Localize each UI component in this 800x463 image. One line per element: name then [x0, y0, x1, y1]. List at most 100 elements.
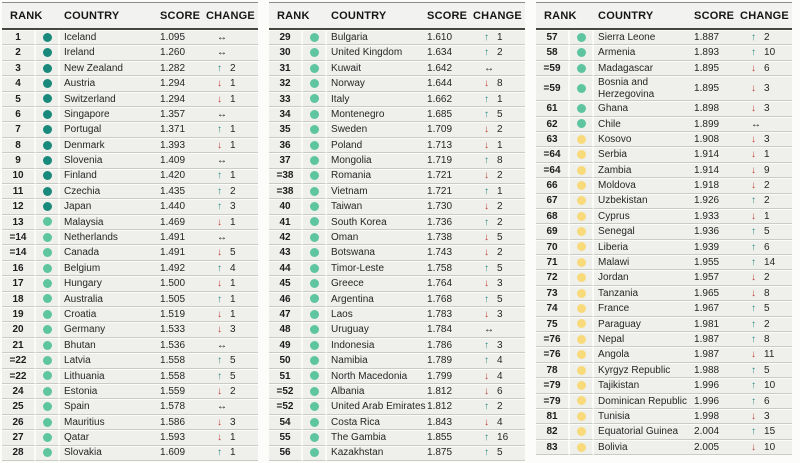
table-row: 18 Australia 1.505 ↑ 1 [2, 291, 259, 308]
change-value: 2 [497, 170, 503, 182]
change-value: 5 [230, 355, 236, 367]
change-value: 2 [764, 195, 770, 207]
score-cell: 1.855 [427, 430, 474, 446]
score-cell: 1.558 [160, 368, 207, 384]
change-value: 1 [230, 216, 236, 228]
score-cell: 1.918 [694, 178, 741, 194]
score-cell: 1.357 [160, 106, 207, 123]
table-row: 5 Switzerland 1.294 ↓ 1 [2, 91, 259, 107]
table-row: =52 United Arab Emirates 1.812 ↑ 2 [269, 399, 526, 415]
table-row: 75 Paraguay 1.981 ↑ 2 [536, 316, 793, 333]
score-cell: 1.409 [160, 153, 207, 169]
country-cell: Sierra Leone [594, 30, 695, 46]
table-row: 62 Chile 1.899 ↔ [536, 116, 793, 132]
change-header: CHANGE [473, 3, 526, 30]
change-arrow-icon: ↓ [751, 82, 757, 94]
change-value: 3 [764, 82, 770, 94]
rank-cell: 11 [2, 183, 36, 200]
change-value: 5 [764, 226, 770, 238]
country-cell: Greece [327, 276, 428, 292]
rank-cell: =76 [536, 347, 571, 363]
change-arrow-icon: ↓ [217, 247, 223, 259]
change-arrow-icon: ↑ [751, 303, 757, 315]
country-cell: Italy [327, 91, 428, 107]
rank-cell: 41 [269, 214, 304, 231]
change-arrow-icon: ↓ [751, 149, 757, 161]
rank-cell: 57 [536, 30, 571, 46]
score-cell: 1.875 [427, 445, 474, 461]
rankings-table-2: RANK COUNTRY SCORE CHANGE 29 Bulgaria 1.… [269, 2, 526, 461]
table-row: 54 Costa Rica 1.843 ↓ 4 [269, 414, 526, 431]
rank-cell: 42 [269, 230, 304, 246]
change-arrow-icon: ↑ [484, 216, 490, 228]
peace-band-dot-icon [42, 125, 52, 135]
change-arrow-icon: ↔ [484, 324, 495, 336]
change-value: 5 [764, 364, 770, 376]
score-cell: 1.559 [160, 383, 207, 400]
score-cell: 1.095 [160, 30, 207, 46]
peace-band-dot-icon [42, 48, 52, 58]
country-cell: Cyprus [594, 208, 695, 225]
country-cell: Finland [60, 168, 161, 184]
change-arrow-icon: ↑ [751, 226, 757, 238]
change-arrow-icon: ↔ [217, 31, 228, 43]
country-cell: Montenegro [327, 106, 428, 123]
peace-band-dot-icon [42, 371, 52, 381]
table-row: =38 Vietnam 1.721 ↑ 1 [269, 183, 526, 200]
rank-cell: 78 [536, 362, 571, 379]
country-cell: Norway [327, 76, 428, 92]
table-row: =14 Netherlands 1.491 ↔ [2, 230, 259, 246]
peace-band-dot-icon [576, 396, 586, 406]
score-cell: 1.981 [694, 316, 741, 333]
score-header: SCORE [427, 3, 474, 30]
score-cell: 1.610 [427, 30, 474, 46]
peace-band-dot-icon [576, 134, 586, 144]
table-row: 41 South Korea 1.736 ↑ 2 [269, 214, 526, 231]
rank-cell: 20 [2, 322, 36, 338]
change-value: 5 [497, 262, 503, 274]
table-row: 34 Montenegro 1.685 ↑ 5 [269, 106, 526, 123]
change-arrow-icon: ↓ [217, 432, 223, 444]
change-arrow-icon: ↓ [484, 385, 490, 397]
change-value: 1 [497, 93, 503, 105]
peace-band-dot-icon [576, 150, 586, 160]
country-cell: Bosnia and Herzegovina [594, 76, 695, 102]
country-cell: Vietnam [327, 183, 428, 200]
change-arrow-icon: ↓ [751, 349, 757, 361]
change-value: 3 [230, 416, 236, 428]
score-cell: 1.936 [694, 224, 741, 240]
country-cell: Qatar [60, 430, 161, 446]
score-cell: 1.435 [160, 183, 207, 200]
rank-cell: 35 [269, 122, 304, 138]
country-cell: Hungary [60, 276, 161, 292]
table-row: 11 Czechia 1.435 ↑ 2 [2, 183, 259, 200]
table-row: 27 Qatar 1.593 ↓ 1 [2, 430, 259, 446]
table-row: 58 Armenia 1.893 ↑ 10 [536, 45, 793, 61]
table-row: 50 Namibia 1.789 ↑ 4 [269, 353, 526, 369]
rank-cell: =38 [269, 168, 304, 184]
score-cell: 1.799 [427, 368, 474, 384]
peace-band-dot-icon [309, 309, 319, 319]
country-header: COUNTRY [594, 3, 695, 30]
change-value: 6 [764, 62, 770, 74]
change-arrow-icon: ↓ [217, 139, 223, 151]
table-row: 10 Finland 1.420 ↑ 1 [2, 168, 259, 184]
change-value: 1 [497, 139, 503, 151]
country-cell: Sweden [327, 122, 428, 138]
table-row: =76 Angola 1.987 ↓ 11 [536, 347, 793, 363]
change-value: 8 [497, 78, 503, 90]
change-arrow-icon: ↓ [751, 103, 757, 115]
rank-cell: =52 [269, 399, 304, 415]
rank-cell: =59 [536, 76, 571, 102]
rank-cell: =76 [536, 332, 571, 348]
score-cell: 2.005 [694, 439, 741, 456]
rankings-table-3: RANK COUNTRY SCORE CHANGE 57 Sierra Leon… [536, 2, 793, 456]
country-cell: Belgium [60, 260, 161, 277]
country-cell: South Korea [327, 214, 428, 231]
country-cell: Uruguay [327, 322, 428, 338]
change-arrow-icon: ↓ [751, 272, 757, 284]
country-cell: Spain [60, 399, 161, 415]
score-cell: 1.786 [427, 337, 474, 354]
change-value: 2 [764, 318, 770, 330]
